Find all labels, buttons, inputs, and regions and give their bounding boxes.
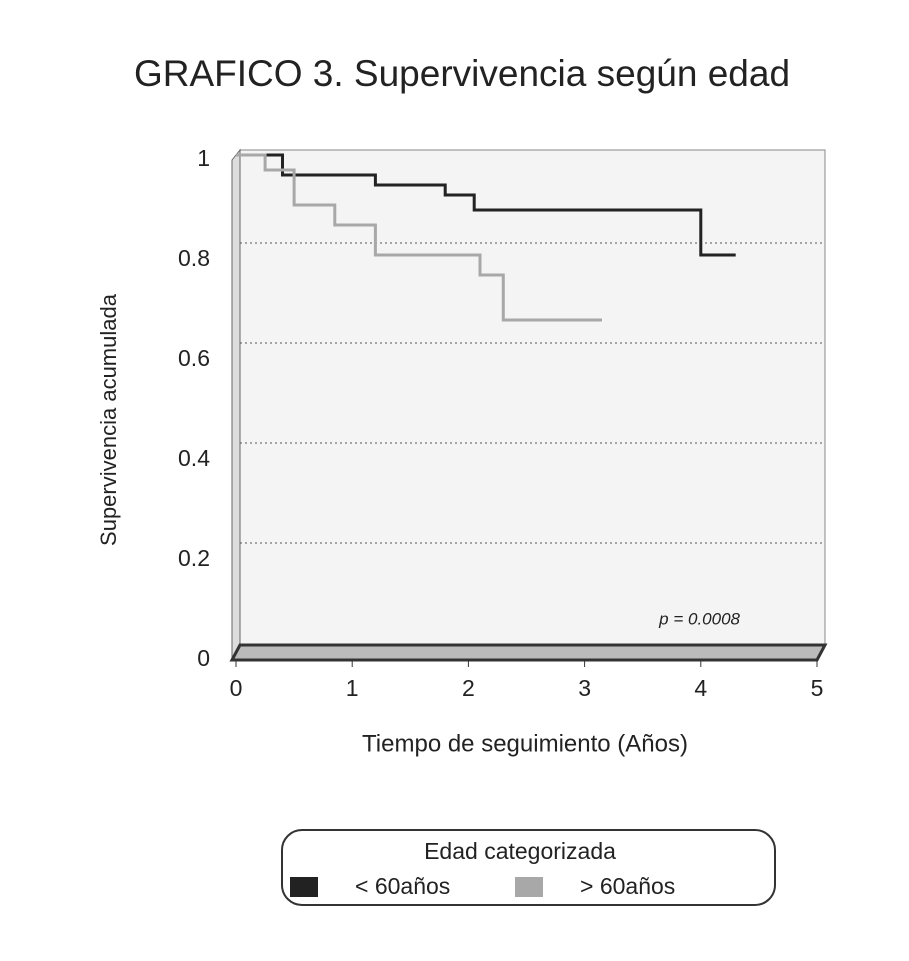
legend-box (281, 829, 776, 906)
x-tick-label: 3 (578, 675, 591, 701)
x-tick-label: 5 (811, 675, 824, 701)
legend-swatch (290, 877, 318, 897)
plot-floor (229, 643, 828, 662)
legend-label: < 60años (355, 873, 450, 899)
legend-swatch (515, 877, 543, 897)
x-tick-label: 4 (694, 675, 707, 701)
y-tick-label: 0.4 (178, 445, 210, 471)
y-tick-label: 0.2 (178, 545, 210, 571)
survival-line (236, 153, 736, 257)
legend-title: Edad categorizada (424, 838, 616, 864)
legend-label: > 60años (580, 873, 675, 899)
x-tick-label: 1 (346, 675, 359, 701)
plot-wall (239, 149, 826, 646)
y-axis-label: Supervivencia acumulada (96, 293, 121, 546)
plot-side (231, 148, 241, 661)
x-tick-label: 2 (462, 675, 475, 701)
y-tick-label: 1 (197, 145, 210, 171)
x-tick-label: 0 (230, 675, 243, 701)
chart-title: GRAFICO 3. Supervivencia según edad (134, 53, 790, 94)
p-value: p = 0.0008 (658, 609, 740, 628)
y-tick-label: 0.6 (178, 345, 210, 371)
survival-line (236, 153, 602, 322)
y-tick-label: 0.8 (178, 245, 210, 271)
y-tick-label: 0 (197, 645, 210, 671)
x-axis-label: Tiempo de seguimiento (Años) (362, 730, 688, 757)
